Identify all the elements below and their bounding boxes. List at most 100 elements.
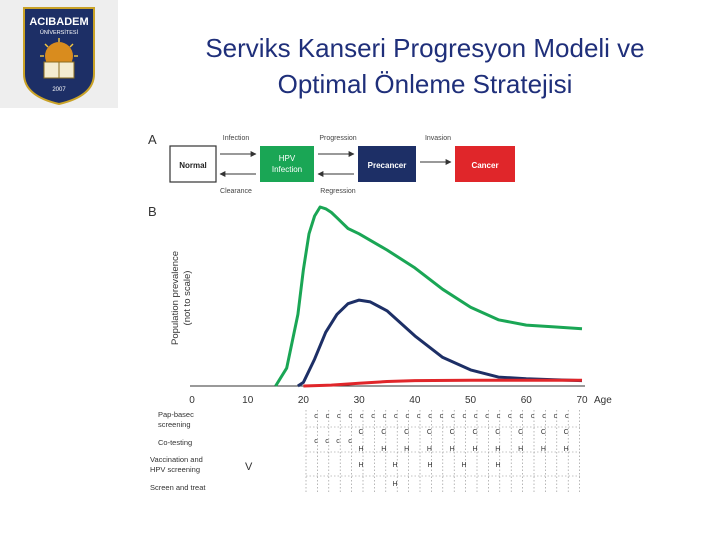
- schedule-mark: H: [427, 462, 432, 469]
- schedule-mark: c: [519, 413, 523, 420]
- hpv-infection-box: [260, 146, 314, 182]
- cancer-box: [455, 146, 515, 182]
- schedule-mark: C: [404, 429, 409, 436]
- x-tick-label: 10: [242, 395, 254, 406]
- series-lines: [274, 205, 583, 388]
- schedule-mark: c: [497, 413, 501, 420]
- precancer-box: [358, 146, 416, 182]
- panel-c-strategies: Pap-basec screening Co-testing Vaccinati…: [150, 410, 580, 494]
- schedule-mark: c: [405, 413, 409, 420]
- strategy-row-3-label-2: HPV screening: [150, 465, 200, 474]
- series-line-3: [303, 378, 582, 388]
- strategy-row-1-label-1: Pap-basec: [158, 410, 194, 419]
- schedule-mark: H: [450, 446, 455, 453]
- logo-text-top: ACIBADEM: [29, 16, 88, 28]
- schedule-mark: H: [495, 446, 500, 453]
- schedule-mark: c: [325, 438, 329, 445]
- schedule-mark: c: [314, 438, 318, 445]
- vaccination-marker: V: [245, 461, 253, 473]
- schedule-mark: H: [404, 446, 409, 453]
- hpv-label-2: Infection: [272, 165, 302, 174]
- schedule-mark: C: [450, 429, 455, 436]
- schedule-mark: c: [485, 413, 489, 420]
- schedule-mark: c: [326, 413, 330, 420]
- schedule-mark: H: [541, 446, 546, 453]
- x-axis-label: Age: [594, 395, 612, 406]
- schedule-mark: c: [462, 413, 466, 420]
- schedule-mark: C: [518, 429, 523, 436]
- schedule-mark: C: [381, 429, 386, 436]
- schedule-mark: c: [474, 413, 478, 420]
- strategy-row-1-label-2: screening: [158, 420, 191, 429]
- university-logo: ACIBADEM ÜNİVERSİTESİ 2007: [0, 0, 118, 108]
- schedule-letters: c c c c c c c c c c c c c c c c c c c c c c cc c c cCHCHCHCHCHCHC…: [314, 413, 569, 488]
- strategy-row-2-label: Co-testing: [158, 438, 192, 447]
- x-tick-label: 0: [189, 395, 195, 406]
- schedule-mark: C: [541, 429, 546, 436]
- schedule-mark: H: [358, 446, 363, 453]
- schedule-mark: c: [451, 413, 455, 420]
- regression-text: Regression: [320, 188, 356, 195]
- logo-year: 2007: [52, 87, 66, 93]
- schedule-mark: c: [371, 413, 375, 420]
- cancer-label: Cancer: [471, 161, 498, 170]
- schedule-mark: c: [383, 413, 387, 420]
- strategy-row-4-label: Screen and treat: [150, 483, 206, 492]
- normal-box: [169, 145, 217, 183]
- schedule-mark: c: [394, 413, 398, 420]
- logo-text-bottom: ÜNİVERSİTESİ: [40, 29, 79, 36]
- title-line-1: Serviks Kanseri Progresyon Modeli ve: [205, 33, 645, 63]
- normal-label: Normal: [179, 161, 207, 170]
- panel-b-label: B: [148, 204, 157, 219]
- schedule-mark: H: [495, 462, 500, 469]
- schedule-mark: C: [472, 429, 477, 436]
- y-axis-label-1: Population prevalence: [170, 251, 181, 345]
- hpv-label-1: HPV: [279, 154, 296, 163]
- schedule-mark: c: [508, 413, 512, 420]
- series-line-2: [297, 298, 583, 388]
- schedule-mark: c: [314, 413, 318, 420]
- schedule-mark: H: [427, 446, 432, 453]
- schedule-mark: c: [531, 413, 535, 420]
- schedule-mark: H: [564, 446, 569, 453]
- schedule-mark: H: [392, 462, 397, 469]
- x-tick-label: 20: [298, 395, 310, 406]
- slide-title: Serviks Kanseri Progresyon Modeli ve Opt…: [130, 30, 720, 102]
- schedule-mark: c: [336, 438, 340, 445]
- panel-a-label: A: [148, 132, 157, 147]
- schedule-mark: c: [348, 413, 352, 420]
- series-line-1: [274, 205, 583, 387]
- x-tick-label: 40: [409, 395, 421, 406]
- panel-a-progression-model: A Normal HPV Infection Precancer Cancer …: [148, 132, 515, 195]
- schedule-mark: H: [472, 446, 477, 453]
- schedule-mark: c: [554, 413, 558, 420]
- schedule-mark: C: [564, 429, 569, 436]
- schedule-mark: c: [542, 413, 546, 420]
- x-tick-labels: 0 10 20 30 40 50 60 70: [189, 395, 588, 406]
- schedule-mark: H: [381, 446, 386, 453]
- invasion-text: Invasion: [425, 135, 451, 142]
- infection-text: Infection: [223, 135, 250, 142]
- schedule-mark: c: [440, 413, 444, 420]
- y-axis-label-2: (not to scale): [182, 271, 193, 326]
- schedule-mark: H: [518, 446, 523, 453]
- x-tick-label: 30: [354, 395, 366, 406]
- schedule-mark: c: [337, 413, 341, 420]
- x-tick-label: 50: [465, 395, 477, 406]
- schedule-mark: H: [358, 462, 363, 469]
- schedule-mark: c: [417, 413, 421, 420]
- progression-text: Progression: [319, 135, 356, 142]
- strategy-row-3-label-1: Vaccination and: [150, 455, 203, 464]
- schedule-grid: [305, 410, 580, 494]
- schedule-mark: c: [360, 413, 364, 420]
- schedule-mark: c: [348, 438, 352, 445]
- logo-emblem: ACIBADEM ÜNİVERSİTESİ 2007: [23, 7, 95, 106]
- precancer-label: Precancer: [368, 161, 407, 170]
- clearance-text: Clearance: [220, 188, 252, 195]
- schedule-mark: C: [427, 429, 432, 436]
- schedule-mark: H: [392, 481, 397, 488]
- schedule-mark: c: [565, 413, 569, 420]
- schedule-mark: C: [495, 429, 500, 436]
- schedule-mark: c: [428, 413, 432, 420]
